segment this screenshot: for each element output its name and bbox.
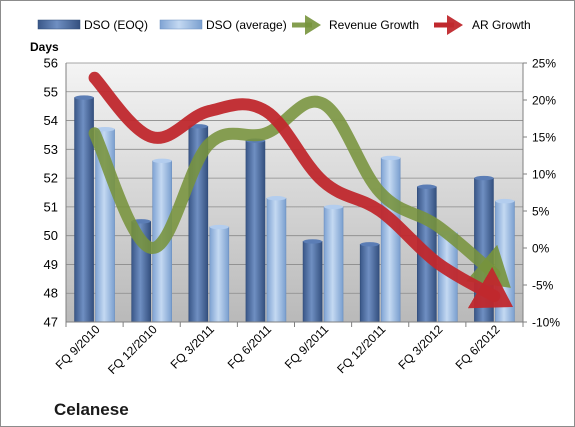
y-right-tick-label: 25% <box>532 57 556 71</box>
legend-label-dso-eoq: DSO (EOQ) <box>84 18 148 32</box>
bar-top-dso-average <box>266 196 286 201</box>
bar-dso-average <box>495 200 515 323</box>
y-right-tick-label: 15% <box>532 131 556 145</box>
y-left-tick-label: 53 <box>44 142 58 157</box>
bar-dso-eoq <box>245 140 266 323</box>
bar-top-dso-eoq <box>360 242 380 247</box>
bar-dso-average <box>380 157 401 323</box>
x-tick-label: FQ 3/2011 <box>168 322 218 372</box>
legend-item-dso-average: DSO (average) <box>159 18 287 32</box>
bar-dso-average <box>209 226 230 323</box>
bar-top-dso-eoq <box>417 184 437 189</box>
x-tick-label: FQ 9/2011 <box>282 322 332 372</box>
y-left-tick-label: 49 <box>44 257 58 272</box>
bar-top-dso-average <box>95 126 115 132</box>
y-left-tick-label: 54 <box>44 113 58 128</box>
x-tick-label: FQ 12/2010 <box>105 322 160 377</box>
legend-label-revenue-growth: Revenue Growth <box>329 18 419 32</box>
bar-top-dso-average <box>152 158 172 164</box>
y-right-tick-label: 0% <box>532 242 550 256</box>
y-left-tick-label: 50 <box>44 228 58 243</box>
y-right-tick-label: 10% <box>532 168 556 182</box>
y-left-title: Days <box>30 40 59 54</box>
legend-swatch-dso-average <box>159 19 203 30</box>
bar-top-dso-eoq <box>74 95 94 100</box>
growth-lines <box>88 71 514 309</box>
legend-item-revenue-growth: Revenue Growth <box>292 15 419 35</box>
y-right-tick-label: -10% <box>532 316 560 330</box>
ar-growth-line <box>88 71 514 309</box>
legend-label-ar-growth: AR Growth <box>472 18 531 32</box>
y-right-tick-label: -5% <box>532 279 554 293</box>
legend-swatch-dso-eoq <box>37 19 81 30</box>
x-tick-label: FQ 9/2010 <box>53 322 103 372</box>
x-tick-label: FQ 3/2012 <box>395 322 445 372</box>
y-left-tick-label: 51 <box>44 199 58 214</box>
bar-top-dso-average <box>209 224 229 230</box>
legend-item-ar-growth: AR Growth <box>434 15 531 35</box>
company-name: Celanese <box>54 400 129 419</box>
y-left-tick-label: 48 <box>44 286 58 301</box>
bar-top-dso-eoq <box>474 175 494 181</box>
y-left-tick-label: 56 <box>44 56 58 71</box>
bar-dso-eoq <box>359 244 380 323</box>
bar-top-dso-average <box>381 155 401 161</box>
bar-dso-average <box>266 197 287 323</box>
bar-top-dso-eoq <box>303 239 323 244</box>
x-axis-ticks: FQ 9/2010 FQ 12/2010 FQ 3/2011 FQ 6/2011 FQ … <box>53 322 503 377</box>
left-axis-ticks: 47 48 49 50 51 52 53 54 55 56 <box>44 56 58 330</box>
y-left-tick-label: 47 <box>44 315 58 330</box>
bar-dso-average <box>323 206 344 323</box>
legend: DSO (EOQ) DSO (average) Revenue Growth A… <box>37 15 531 35</box>
x-tick-label: FQ 6/2012 <box>453 322 503 372</box>
x-tick-label: FQ 6/2011 <box>225 322 275 372</box>
legend-item-dso-eoq: DSO (EOQ) <box>37 18 148 32</box>
y-left-tick-label: 52 <box>44 171 58 186</box>
y-left-tick-label: 55 <box>44 84 58 99</box>
bar-dso-eoq <box>302 241 323 323</box>
right-axis-ticks: 25% 20% 15% 10% 5% 0% -5% -10% <box>532 57 560 330</box>
x-tick-label: FQ 12/2011 <box>334 322 388 376</box>
legend-label-dso-average: DSO (average) <box>206 18 287 32</box>
bar-top-dso-average <box>495 198 515 204</box>
bar-top-dso-average <box>324 204 344 210</box>
axes <box>65 62 527 327</box>
y-right-tick-label: 5% <box>532 205 550 219</box>
y-right-tick-label: 20% <box>532 94 556 108</box>
